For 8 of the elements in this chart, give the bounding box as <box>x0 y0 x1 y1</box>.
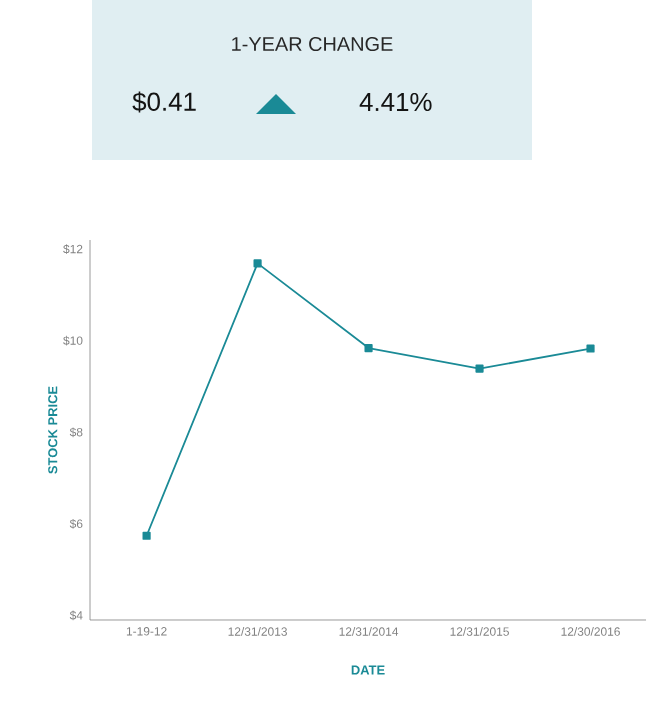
point <box>586 344 595 353</box>
point <box>475 364 484 373</box>
point <box>142 531 151 540</box>
text: 4.41% <box>359 92 432 112</box>
chart-title: 1-YEAR CHANGE <box>232 36 393 52</box>
text: $0.41 <box>132 91 196 113</box>
point <box>253 259 262 268</box>
point <box>364 343 373 353</box>
